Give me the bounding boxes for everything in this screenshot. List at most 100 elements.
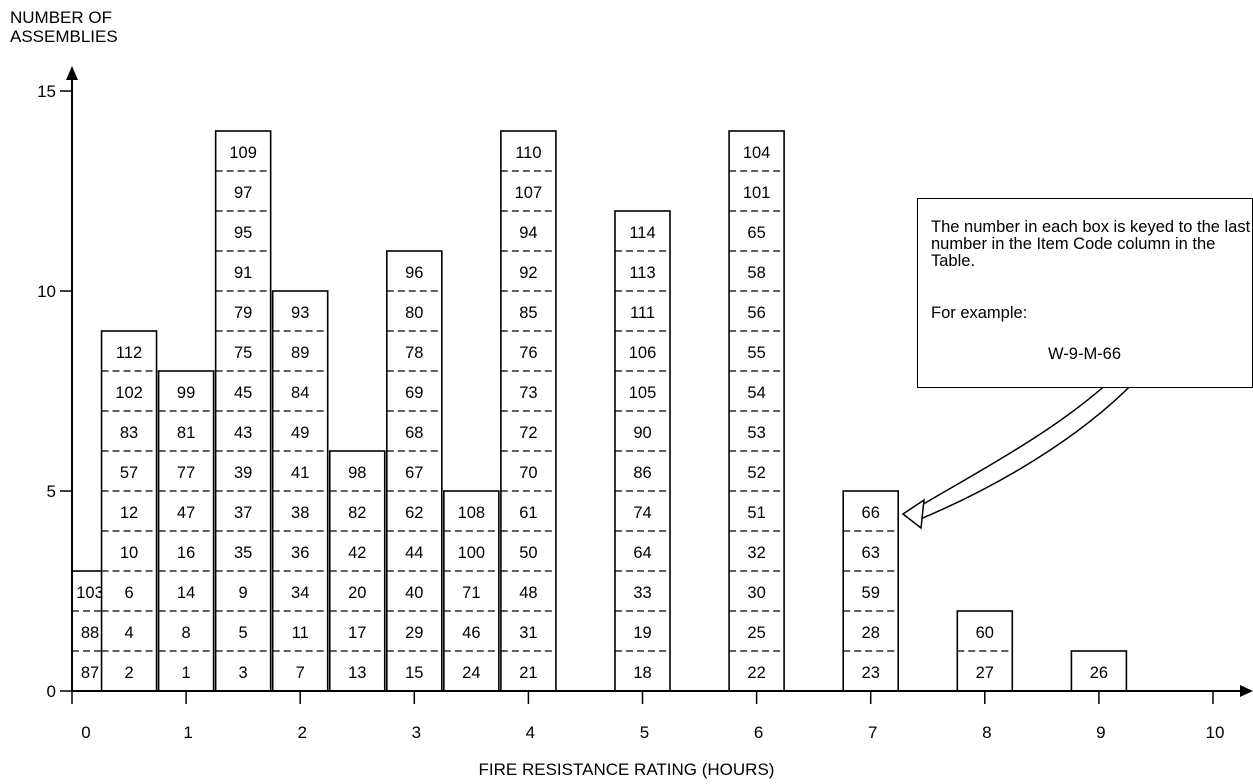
y-axis-label: NUMBER OF ASSEMBLIES — [10, 8, 118, 46]
box-code-label: 59 — [862, 584, 880, 602]
legend-note-box: The number in each box is keyed to the l… — [917, 198, 1253, 388]
box-code-label: 6 — [124, 584, 133, 602]
box-code-label: 107 — [515, 184, 543, 202]
box-code-label: 20 — [348, 584, 366, 602]
box-code-label: 44 — [405, 544, 423, 562]
callout-arrow-head — [901, 498, 925, 530]
box-code-label: 110 — [515, 144, 541, 162]
box-code-label: 69 — [405, 384, 423, 402]
note-text: The number in each box is keyed to the l… — [931, 218, 1251, 270]
box-code-label: 91 — [234, 264, 252, 282]
bar — [443, 490, 500, 692]
x-tick-label: 3 — [412, 723, 421, 742]
box-code-label: 37 — [234, 504, 252, 522]
box-code-label: 19 — [633, 624, 651, 642]
box-code-label: 70 — [519, 464, 537, 482]
box-code-label: 102 — [115, 384, 143, 402]
box-code-label: 103 — [76, 584, 104, 602]
box-code-label: 98 — [348, 464, 366, 482]
box-code-label: 4 — [124, 624, 133, 642]
box-code-label: 35 — [234, 544, 252, 562]
box-code-label: 100 — [458, 544, 486, 562]
box-code-label: 25 — [747, 624, 765, 642]
box-code-label: 104 — [743, 144, 771, 162]
x-tick-label: 2 — [297, 723, 306, 742]
box-code-label: 43 — [234, 424, 252, 442]
x-tick-label: 7 — [868, 723, 877, 742]
box-code-label: 17 — [348, 624, 366, 642]
box-code-label: 111 — [630, 304, 655, 322]
box-code-label: 12 — [120, 504, 138, 522]
box-code-label: 48 — [519, 584, 537, 602]
x-tick-label: 9 — [1096, 723, 1105, 742]
callout-arrow-curve-b — [917, 375, 1141, 521]
box-code-label: 27 — [976, 664, 994, 682]
box-code-label: 114 — [629, 224, 655, 242]
box-code-label: 94 — [519, 224, 537, 242]
box-code-label: 11 — [292, 624, 309, 642]
note-example-label: For example: — [931, 304, 1028, 322]
box-code-label: 18 — [633, 664, 651, 682]
box-code-label: 16 — [177, 544, 195, 562]
box-code-label: 97 — [234, 184, 252, 202]
box-code-label: 113 — [629, 264, 655, 282]
box-code-label: 67 — [405, 464, 423, 482]
bar — [100, 330, 158, 692]
box-code-label: 77 — [177, 464, 195, 482]
box-code-label: 86 — [633, 464, 651, 482]
box-code-label: 83 — [120, 424, 138, 442]
box-code-label: 23 — [862, 664, 880, 682]
box-code-label: 1 — [182, 664, 191, 682]
box-code-label: 93 — [291, 304, 309, 322]
box-code-label: 5 — [239, 624, 248, 642]
box-code-label: 42 — [348, 544, 366, 562]
box-code-label: 81 — [177, 424, 195, 442]
box-code-label: 31 — [519, 624, 537, 642]
box-code-label: 71 — [462, 584, 480, 602]
box-code-label: 80 — [405, 304, 423, 322]
box-code-label: 7 — [296, 664, 305, 682]
x-tick-label: 1 — [183, 723, 192, 742]
box-code-label: 28 — [862, 624, 880, 642]
y-tick-label: 10 — [37, 282, 56, 301]
x-tick-label: 6 — [754, 723, 763, 742]
box-code-label: 95 — [234, 224, 252, 242]
bar — [1070, 650, 1128, 692]
box-code-label: 51 — [747, 504, 765, 522]
x-axis-label: FIRE RESISTANCE RATING (HOURS) — [478, 760, 775, 779]
y-tick-label: 5 — [47, 482, 56, 501]
box-code-label: 85 — [519, 304, 537, 322]
box-code-label: 64 — [633, 544, 651, 562]
y-tick-label: 15 — [37, 82, 56, 101]
box-code-label: 10 — [120, 544, 138, 562]
y-axis-arrow — [66, 66, 78, 80]
box-code-label: 75 — [234, 344, 252, 362]
x-axis-arrow — [1240, 685, 1253, 697]
box-code-label: 49 — [291, 424, 309, 442]
box-code-label: 24 — [462, 664, 480, 682]
box-code-label: 15 — [405, 664, 423, 682]
box-code-label: 13 — [348, 664, 366, 682]
box-code-label: 9 — [239, 584, 248, 602]
box-code-label: 62 — [405, 504, 423, 522]
box-code-label: 21 — [519, 664, 537, 682]
box-code-label: 40 — [405, 584, 423, 602]
box-code-label: 61 — [519, 504, 537, 522]
box-code-label: 47 — [177, 504, 195, 522]
x-tick-label: 4 — [526, 723, 535, 742]
y-tick-label: 0 — [47, 682, 56, 701]
box-code-label: 89 — [291, 344, 309, 362]
box-code-label: 109 — [229, 144, 257, 162]
box-code-label: 90 — [633, 424, 651, 442]
box-code-label: 3 — [239, 664, 248, 682]
box-code-label: 55 — [747, 344, 765, 362]
callout-arrow-curve-a — [909, 369, 1123, 513]
x-tick-label: 0 — [81, 723, 90, 742]
box-code-label: 38 — [291, 504, 309, 522]
box-code-label: 79 — [234, 304, 252, 322]
box-code-label: 87 — [81, 664, 99, 682]
box-code-label: 46 — [462, 624, 480, 642]
box-code-label: 30 — [747, 584, 765, 602]
box-code-label: 32 — [747, 544, 765, 562]
box-code-label: 14 — [177, 584, 195, 602]
